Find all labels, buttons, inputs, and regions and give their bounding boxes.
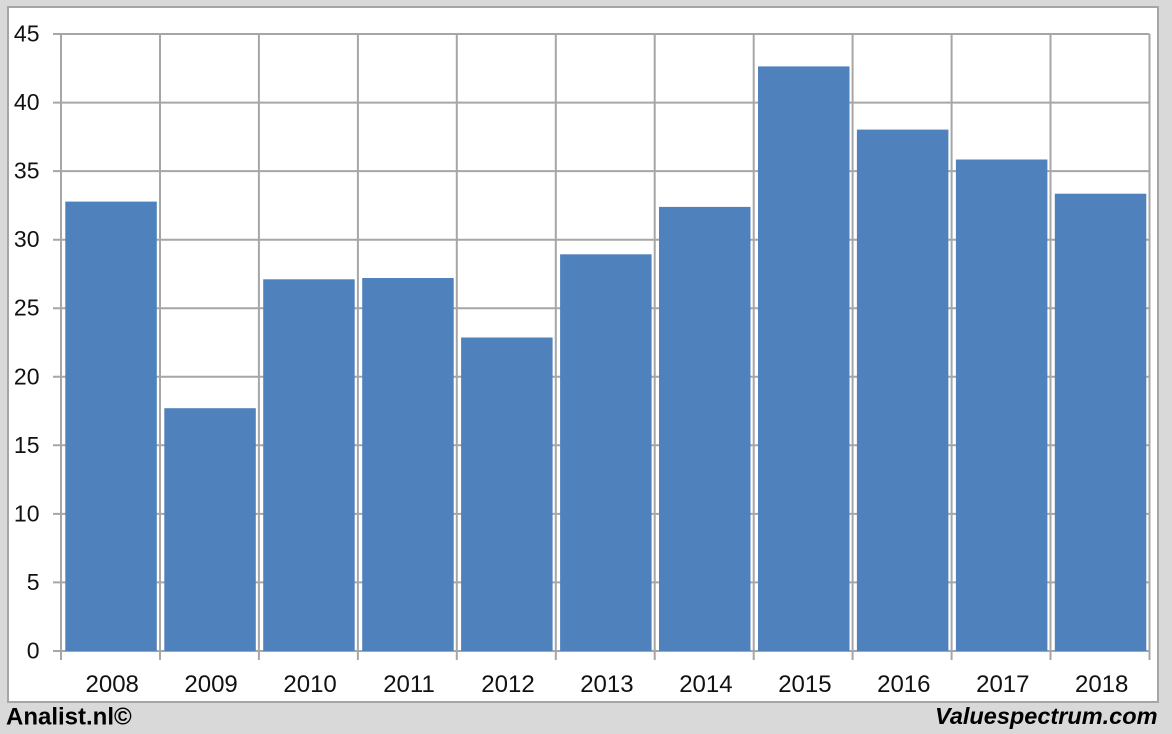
svg-text:Valuespectrum.com: Valuespectrum.com xyxy=(935,703,1157,729)
svg-text:2011: 2011 xyxy=(383,671,435,698)
svg-text:Analist.nl©: Analist.nl© xyxy=(6,704,132,731)
svg-text:20: 20 xyxy=(14,363,40,389)
svg-text:2010: 2010 xyxy=(283,671,336,698)
svg-text:2018: 2018 xyxy=(1075,671,1128,698)
svg-text:45: 45 xyxy=(14,21,40,47)
svg-text:5: 5 xyxy=(27,569,40,595)
svg-text:2009: 2009 xyxy=(184,671,237,698)
svg-text:2008: 2008 xyxy=(86,671,139,698)
svg-text:2014: 2014 xyxy=(679,671,732,698)
svg-text:40: 40 xyxy=(14,89,40,115)
svg-text:0: 0 xyxy=(27,638,40,664)
svg-text:2012: 2012 xyxy=(481,671,534,698)
svg-text:2015: 2015 xyxy=(778,671,831,698)
svg-text:2017: 2017 xyxy=(976,671,1029,698)
svg-text:10: 10 xyxy=(14,500,40,526)
svg-text:30: 30 xyxy=(14,226,40,252)
svg-text:2013: 2013 xyxy=(580,671,633,698)
svg-text:15: 15 xyxy=(14,432,40,458)
svg-text:35: 35 xyxy=(14,158,40,184)
svg-text:2016: 2016 xyxy=(877,671,930,698)
svg-text:25: 25 xyxy=(14,295,40,321)
